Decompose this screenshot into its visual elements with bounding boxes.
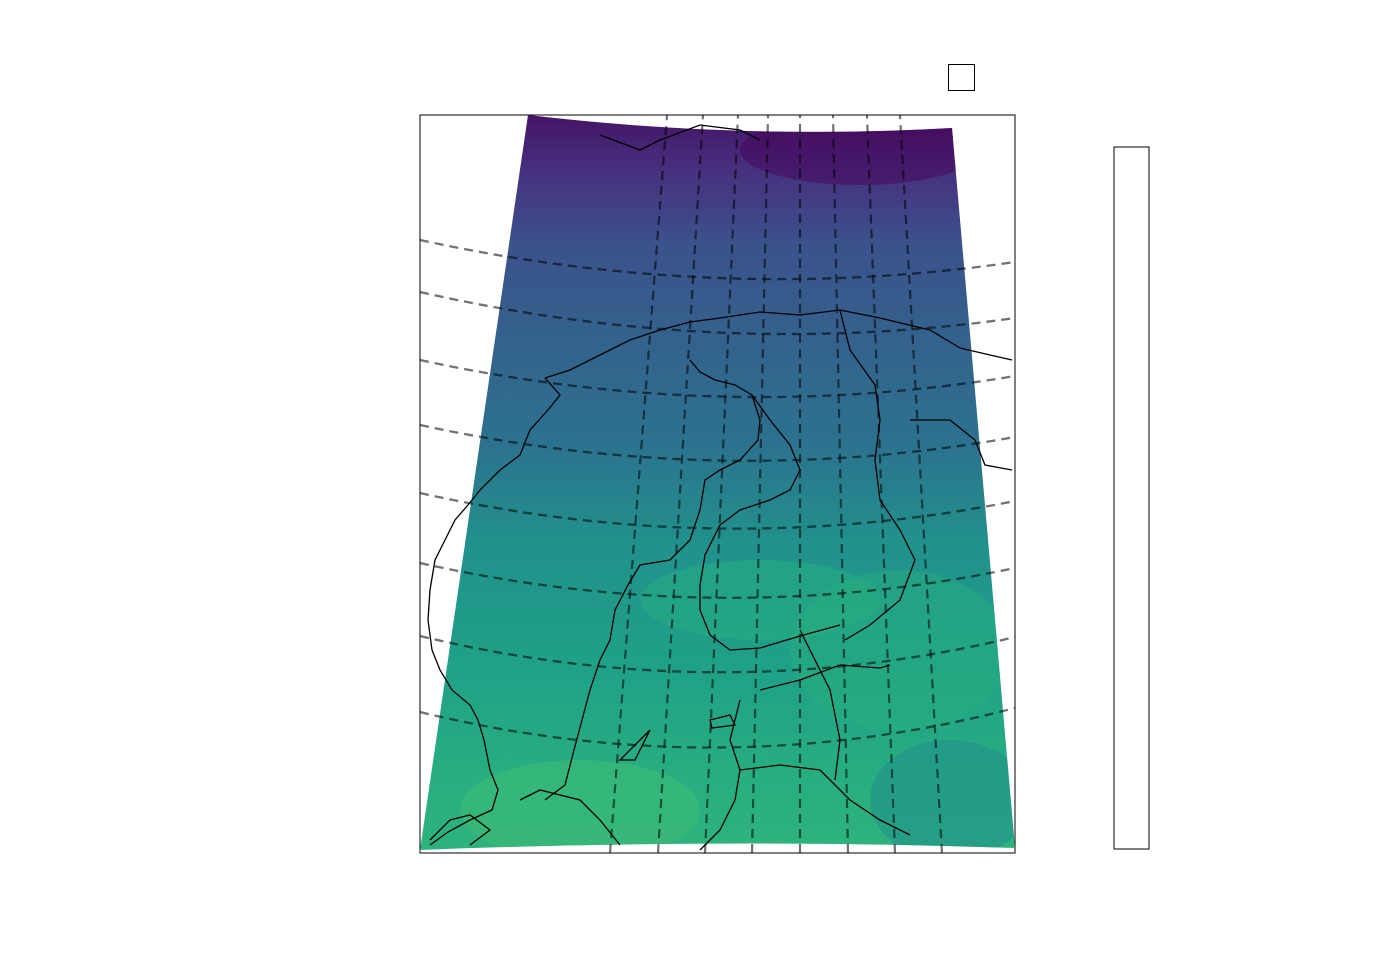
latitude-lines: [419, 238, 1016, 749]
longitude-lines: [608, 114, 944, 854]
quality-indicator-swatch: [948, 64, 975, 91]
colorbar-title: [1223, 497, 1249, 504]
colorbar-frame: [1113, 146, 1150, 850]
coastlines: [427, 124, 1013, 851]
